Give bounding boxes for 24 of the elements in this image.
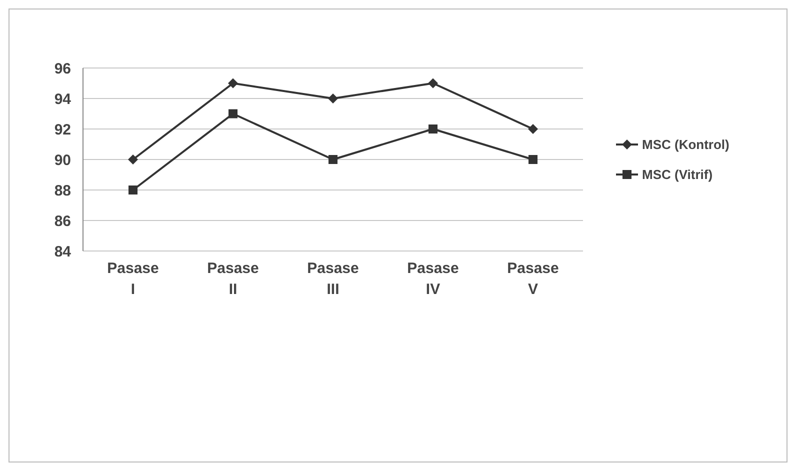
- point: [528, 155, 538, 164]
- legend-label: MSC (Kontrol): [642, 137, 730, 152]
- y-tick-label: 90: [54, 152, 71, 169]
- point: [528, 124, 538, 134]
- point: [228, 78, 238, 88]
- x-tick-label: Pasase IV: [407, 260, 459, 298]
- x-tick-label: Pasase V: [507, 260, 559, 298]
- x-tick-label: Pasase III: [307, 260, 359, 298]
- point: [428, 124, 438, 134]
- x-tick-label: Pasase I: [107, 260, 159, 298]
- point: [328, 155, 338, 164]
- y-tick-label: 86: [54, 212, 71, 230]
- y-tick-label: 92: [54, 121, 71, 138]
- point: [128, 186, 138, 194]
- y-tick-label: 96: [54, 60, 71, 78]
- point: [428, 78, 438, 88]
- point: [128, 154, 138, 164]
- point: [228, 109, 238, 118]
- point: [328, 94, 338, 104]
- y-tick-label: 88: [54, 182, 71, 200]
- x-tick-label: Pasase II: [207, 260, 259, 298]
- legend-label: MSC (Vitrif): [642, 167, 713, 182]
- y-tick-label: 94: [54, 90, 72, 108]
- y-tick-label: 84: [54, 243, 72, 260]
